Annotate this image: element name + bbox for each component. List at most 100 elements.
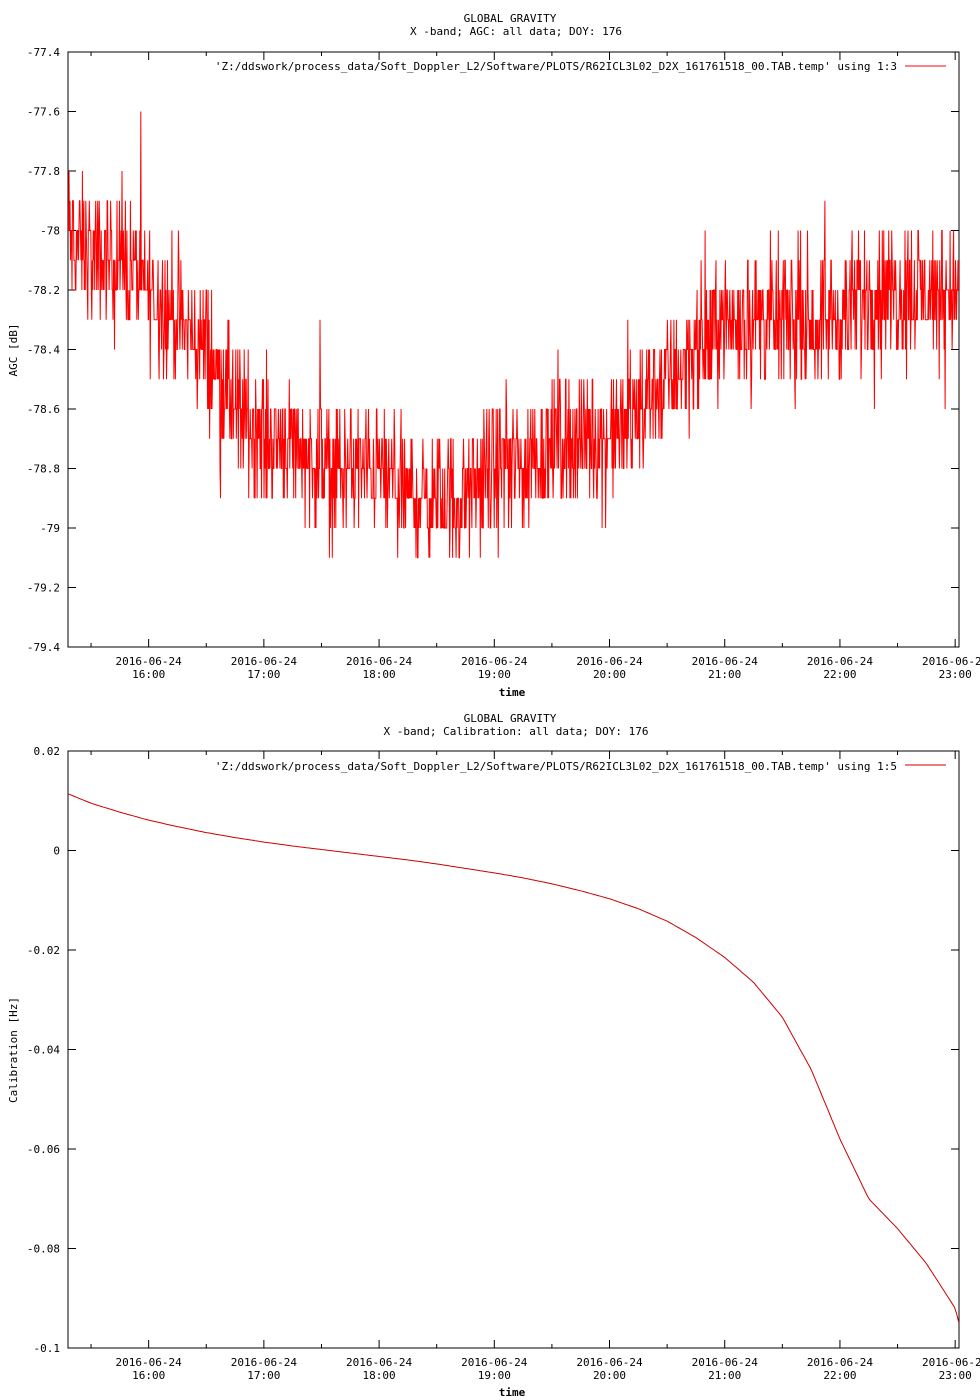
- x-tick-date: 2016-06-24: [346, 1356, 413, 1369]
- x-tick-time: 16:00: [132, 1369, 165, 1382]
- y-tick-label: -77.4: [27, 46, 60, 59]
- x-axis: 2016-06-2416:002016-06-2417:002016-06-24…: [90, 751, 980, 1382]
- y-tick: -79.2: [27, 582, 959, 595]
- x-tick-time: 17:00: [247, 668, 280, 681]
- series-line: [68, 111, 959, 559]
- y-tick-label: -0.02: [27, 944, 60, 957]
- x-axis: 2016-06-2416:002016-06-2417:002016-06-24…: [90, 52, 980, 681]
- calibration-chart: GLOBAL GRAVITY X -band; Calibration: all…: [7, 712, 980, 1399]
- y-tick: -78.8: [27, 463, 959, 476]
- y-tick-label: 0: [53, 845, 60, 858]
- y-tick-label: -79.2: [27, 582, 60, 595]
- x-tick-time: 21:00: [708, 668, 741, 681]
- y-tick: -0.04: [27, 1044, 959, 1057]
- x-tick-date: 2016-06-24: [231, 1356, 298, 1369]
- y-tick-label: -78.2: [27, 284, 60, 297]
- y-tick: -78.6: [27, 403, 959, 416]
- chart-title: GLOBAL GRAVITY: [464, 712, 557, 725]
- x-tick-time: 23:00: [939, 1369, 972, 1382]
- y-tick-label: -78.8: [27, 463, 60, 476]
- x-axis-label: time: [499, 1386, 526, 1399]
- y-tick: -0.02: [27, 944, 959, 957]
- x-tick-date: 2016-06-24: [922, 1356, 980, 1369]
- x-tick-time: 16:00: [132, 668, 165, 681]
- y-tick-label: -0.06: [27, 1143, 60, 1156]
- x-tick-date: 2016-06-24: [231, 655, 298, 668]
- legend-label: 'Z:/ddswork/process_data/Soft_Doppler_L2…: [215, 760, 897, 773]
- x-tick-date: 2016-06-24: [807, 1356, 874, 1369]
- y-tick: -79: [40, 522, 959, 535]
- y-tick-label: -0.04: [27, 1044, 60, 1057]
- y-tick-label: -78.6: [27, 403, 60, 416]
- y-axis-label: Calibration [Hz]: [7, 997, 20, 1103]
- x-tick-date: 2016-06-24: [116, 655, 183, 668]
- x-tick-time: 20:00: [593, 1369, 626, 1382]
- y-tick: -0.06: [27, 1143, 959, 1156]
- y-tick: -0.08: [27, 1243, 959, 1256]
- x-tick-time: 23:00: [939, 668, 972, 681]
- y-tick: -77.8: [27, 165, 959, 178]
- x-tick-label-group: 2016-06-2423:00: [922, 655, 980, 681]
- y-tick-label: -0.08: [27, 1243, 60, 1256]
- x-tick-date: 2016-06-24: [576, 655, 643, 668]
- plot-area: [68, 111, 959, 559]
- x-tick-date: 2016-06-24: [692, 655, 759, 668]
- x-tick-label-group: 2016-06-2423:00: [922, 1356, 980, 1382]
- y-axis-label: AGC [dB]: [7, 324, 20, 377]
- x-tick-time: 22:00: [823, 668, 856, 681]
- x-tick-date: 2016-06-24: [576, 1356, 643, 1369]
- legend: 'Z:/ddswork/process_data/Soft_Doppler_L2…: [215, 760, 946, 773]
- y-tick: -77.6: [27, 106, 959, 119]
- y-axis: 0.02 0 -0.02 -0.04 -0.06 -0.08 -0.1: [27, 745, 959, 1355]
- y-tick-label: -77.6: [27, 106, 60, 119]
- x-tick-time: 18:00: [363, 1369, 396, 1382]
- x-tick-date: 2016-06-24: [461, 655, 528, 668]
- chart-subtitle: X -band; Calibration: all data; DOY: 176: [384, 725, 649, 738]
- series-line: [68, 793, 959, 1324]
- plot-area: [68, 793, 959, 1324]
- x-tick-time: 22:00: [823, 1369, 856, 1382]
- agc-chart: GLOBAL GRAVITY X -band; AGC: all data; D…: [7, 12, 980, 699]
- y-tick-label: -0.1: [34, 1342, 61, 1355]
- y-tick-label: -78.4: [27, 344, 60, 357]
- x-tick-date: 2016-06-24: [692, 1356, 759, 1369]
- x-tick-date: 2016-06-24: [807, 655, 874, 668]
- chart-title: GLOBAL GRAVITY: [464, 12, 557, 25]
- chart-subtitle: X -band; AGC: all data; DOY: 176: [410, 25, 622, 38]
- y-tick: 0: [53, 845, 959, 858]
- y-axis: -77.4 -77.6 -77.8 -78 -78.2 -78.4 -78.6 -78.8 -7…: [27, 46, 959, 654]
- x-tick-time: 20:00: [593, 668, 626, 681]
- x-tick-time: 17:00: [247, 1369, 280, 1382]
- y-tick-label: -77.8: [27, 165, 60, 178]
- legend-label: 'Z:/ddswork/process_data/Soft_Doppler_L2…: [215, 60, 897, 73]
- x-tick-time: 18:00: [363, 668, 396, 681]
- x-tick-date: 2016-06-24: [922, 655, 980, 668]
- y-tick-label: -79.4: [27, 641, 60, 654]
- x-tick-date: 2016-06-24: [461, 1356, 528, 1369]
- x-tick-time: 19:00: [478, 668, 511, 681]
- x-tick-date: 2016-06-24: [116, 1356, 183, 1369]
- y-tick-label: 0.02: [34, 745, 61, 758]
- legend: 'Z:/ddswork/process_data/Soft_Doppler_L2…: [215, 60, 946, 73]
- y-tick-label: -79: [40, 522, 60, 535]
- x-axis-label: time: [499, 686, 526, 699]
- y-tick-label: -78: [40, 225, 60, 238]
- x-tick-time: 19:00: [478, 1369, 511, 1382]
- x-tick-date: 2016-06-24: [346, 655, 413, 668]
- x-tick-time: 21:00: [708, 1369, 741, 1382]
